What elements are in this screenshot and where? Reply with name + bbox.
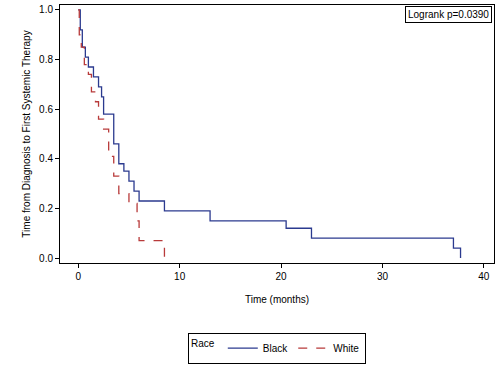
svg-text:30: 30 xyxy=(377,271,389,282)
svg-text:White: White xyxy=(333,343,359,354)
svg-text:1.0: 1.0 xyxy=(39,4,53,15)
svg-text:10: 10 xyxy=(174,271,186,282)
svg-text:Time (months): Time (months) xyxy=(245,294,309,305)
svg-text:0.6: 0.6 xyxy=(39,104,53,115)
svg-text:0.8: 0.8 xyxy=(39,54,53,65)
svg-text:0.4: 0.4 xyxy=(39,153,53,164)
svg-text:Time from Diagnosis to First S: Time from Diagnosis to First Systemic Th… xyxy=(21,30,32,237)
svg-text:0.2: 0.2 xyxy=(39,203,53,214)
svg-text:0: 0 xyxy=(75,271,81,282)
svg-text:40: 40 xyxy=(478,271,490,282)
svg-text:20: 20 xyxy=(275,271,287,282)
svg-text:Black: Black xyxy=(263,343,288,354)
svg-text:Logrank p=0.0390: Logrank p=0.0390 xyxy=(408,9,489,20)
svg-text:Race: Race xyxy=(191,338,215,349)
svg-text:0.0: 0.0 xyxy=(39,253,53,264)
